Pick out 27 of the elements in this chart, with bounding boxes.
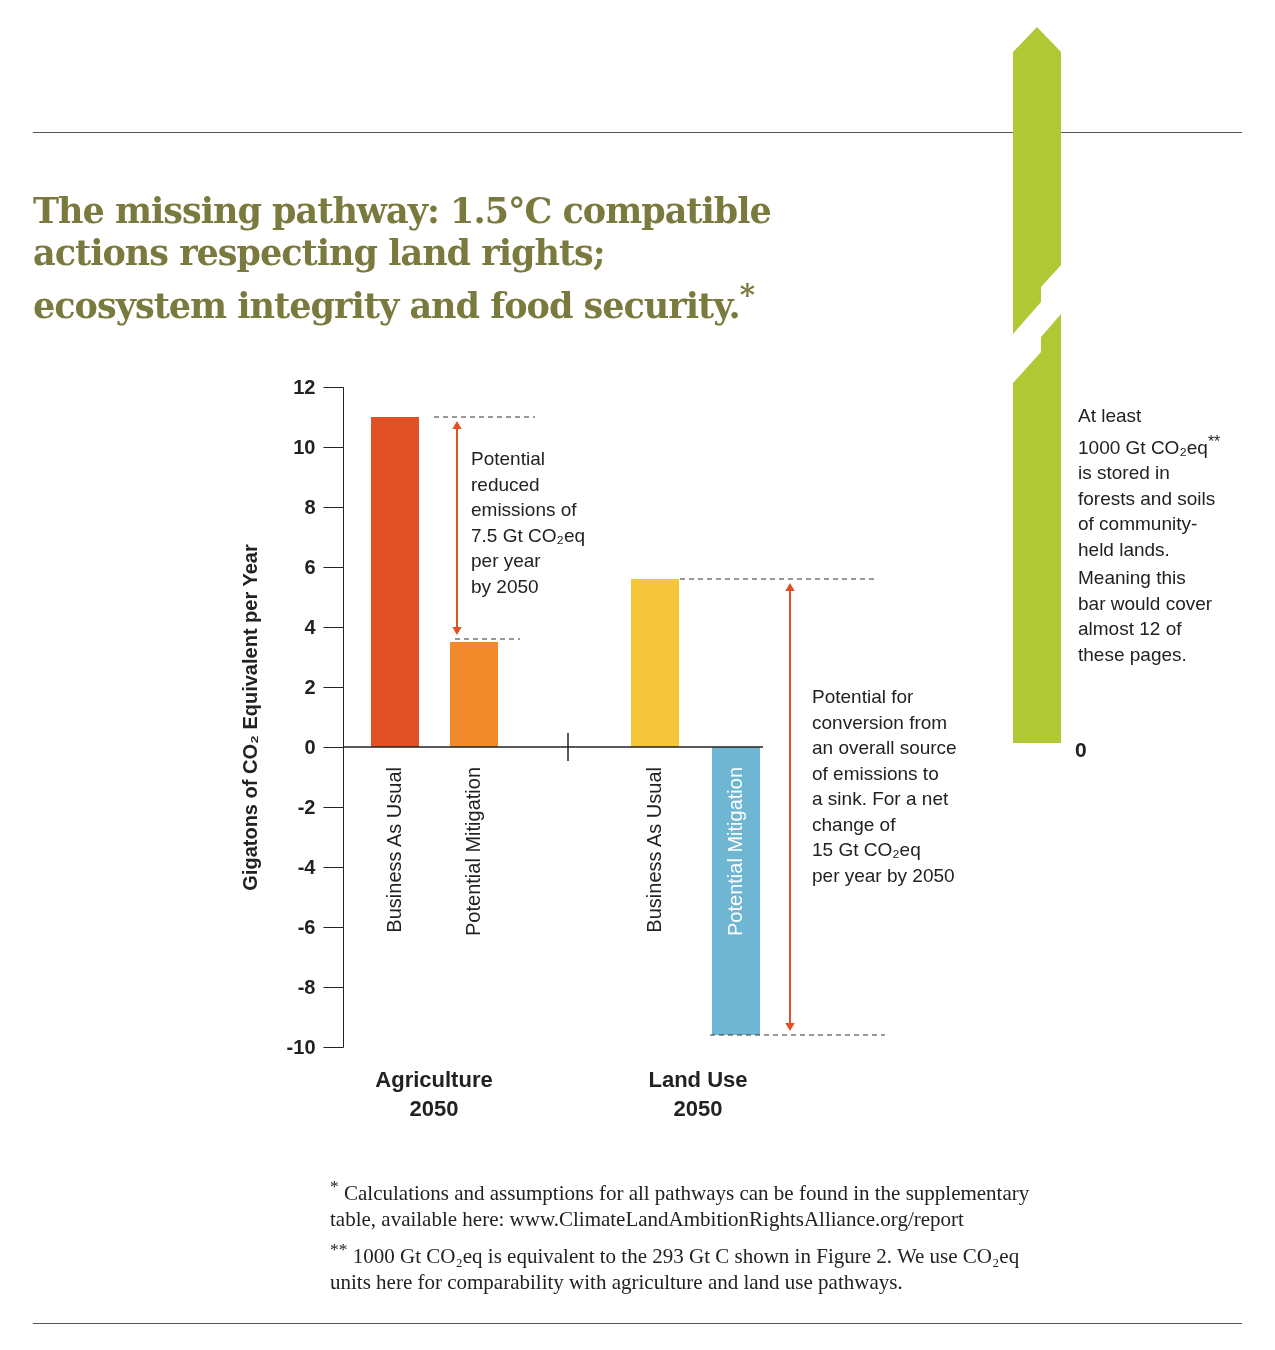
x-tick-label: Business As Usual [643,767,665,933]
text: 0 [1075,737,1087,763]
y-tick-label: 2 [304,675,316,698]
text: Agriculture 2050 [375,1067,493,1121]
x-tick-label: Potential Mitigation [724,767,746,936]
text: $^{*}$ Calculations and assumptions for all pathways can be found in the supplementary table, available here: www.ClimateLandAmbitionRightsAlliance.org/report [330,1175,1030,1232]
text: Potential for conversion from an overall source of emissions to a sink. For a net change of 15 Gt CO₂eq per year by 2050 [812,686,957,886]
x-tick-label: Potential Mitigation [462,767,484,936]
chart-title: The missing pathway: 1.5°C compatible actions respecting land rights; ecosystem integrity and food security.$^{*}$ [33,190,772,327]
y-tick-label: -6 [297,915,316,938]
y-tick-label: -4 [297,855,317,878]
x-tick-label: Business As Usual [383,767,405,933]
y-tick-label: -2 [297,795,316,818]
y-tick-label: 10 [293,435,316,458]
y-tick-label: -8 [297,975,316,998]
y-tick-label: 8 [304,495,316,518]
y-tick-label: -10 [286,1035,316,1058]
text: At least 1000 Gt CO₂eq$^{**}$ is stored in forests and soils of community- held lands. [1078,405,1221,560]
y-tick-label: 12 [293,375,316,398]
y-tick-label: 0 [304,735,316,758]
text: $^{**}$ 1000 Gt CO₂eq is equivalent to the 293 Gt C shown in Figure 2. We use CO₂eq units here for comparability with agriculture and land use pathways. [330,1238,1020,1295]
text: Meaning this bar would cover almost 12 of these pages. [1078,566,1213,667]
y-tick-label: 6 [304,555,316,578]
y-axis-title: Gigatons of CO₂ Equivalent per Year [238,544,261,891]
y-tick-label: 4 [304,615,317,638]
text: Land Use 2050 [648,1067,748,1121]
annotation: Potential reduced emissions of 7.5 Gt CO₂eq per year by 2050 [471,448,586,597]
